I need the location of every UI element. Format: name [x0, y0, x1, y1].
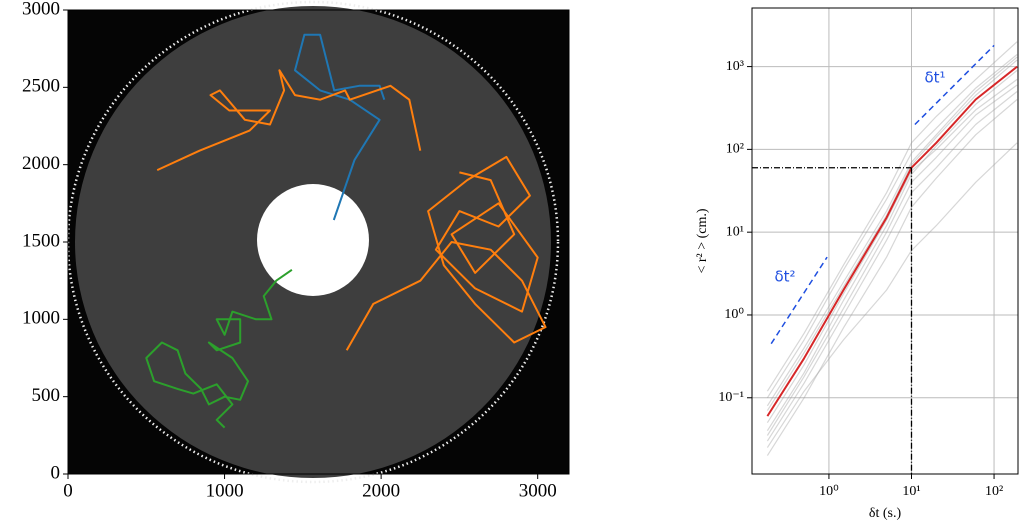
x-tick-label: 2000 — [362, 480, 400, 501]
trajectory — [766, 54, 1018, 399]
y-tick-label: 3000 — [22, 0, 60, 19]
trajectory — [766, 59, 1018, 411]
trajectory — [294, 33, 386, 221]
y-tick-label: 1000 — [22, 308, 60, 329]
trajectory — [766, 84, 1018, 436]
trajectory — [770, 256, 828, 345]
y-tick-label: 1500 — [22, 230, 60, 251]
y-tick-label: 10⁰ — [724, 307, 744, 322]
trajectory — [766, 65, 1018, 417]
y-tick-label: 10³ — [726, 59, 744, 74]
x-tick-label: 0 — [63, 480, 73, 501]
annotation: δt¹ — [924, 69, 945, 87]
trajectory — [766, 56, 1018, 407]
trajectory — [766, 91, 1018, 442]
trajectory — [914, 44, 995, 126]
trajectory — [766, 78, 1018, 424]
x-tick-label: 10¹ — [902, 484, 920, 499]
y-tick-label: 10¹ — [726, 224, 744, 239]
y-tick-label: 2500 — [22, 76, 60, 97]
trajectory — [766, 69, 1018, 432]
annotation: δt² — [774, 268, 795, 286]
x-tick-label: 10² — [985, 484, 1003, 499]
y-tick-label: 0 — [51, 462, 61, 483]
trajectory — [145, 268, 293, 429]
trajectory — [766, 142, 1018, 448]
trajectory — [345, 155, 547, 351]
x-tick-label: 10⁰ — [819, 484, 839, 499]
trajectory — [156, 69, 422, 172]
y-tick-label: 500 — [32, 385, 61, 406]
y-tick-label: 10² — [726, 142, 744, 157]
trajectory — [766, 99, 1018, 456]
plot-frame — [751, 7, 1019, 475]
y-tick-label: 10⁻¹ — [718, 390, 744, 405]
y-axis-label: < r² > (cm.) — [695, 208, 710, 273]
y-tick-label: 2000 — [22, 153, 60, 174]
plot-frame — [67, 9, 570, 475]
x-tick-label: 1000 — [206, 480, 244, 501]
x-axis-label: δt (s.) — [869, 506, 902, 521]
x-tick-label: 3000 — [519, 480, 557, 501]
center-obstacle — [257, 184, 369, 296]
